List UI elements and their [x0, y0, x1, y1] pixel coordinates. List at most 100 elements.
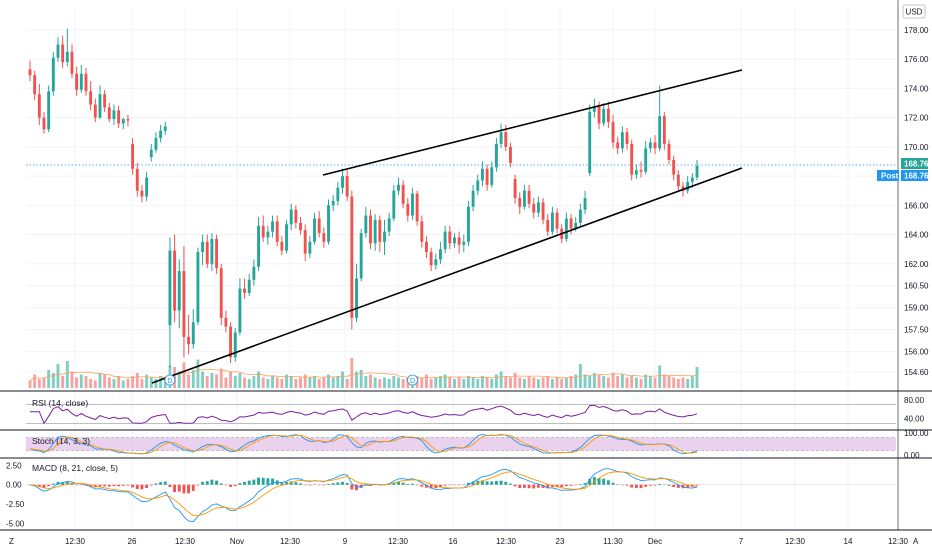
candle	[238, 278, 242, 336]
candle-body	[317, 218, 321, 234]
macd-histogram-bar	[504, 481, 508, 485]
macd-histogram-bar	[555, 484, 559, 488]
macd-histogram-bar	[457, 484, 461, 486]
rsi-line	[30, 404, 698, 425]
candle-body	[620, 132, 624, 149]
volume-bar	[695, 367, 699, 388]
volume-bar	[378, 379, 382, 388]
price-tick-label: 156.00	[904, 347, 929, 356]
candle	[355, 263, 358, 323]
macd-histogram-bar	[462, 484, 466, 486]
price-tick-label: 159.00	[904, 304, 929, 313]
candle-body	[224, 317, 228, 327]
macd-histogram-bar	[233, 484, 237, 487]
candle-body	[196, 252, 200, 323]
candle	[439, 241, 442, 264]
macd-histogram-bar	[317, 484, 321, 486]
volume-bar	[518, 377, 522, 388]
macd-histogram-bar	[415, 484, 419, 486]
candle-body	[98, 94, 102, 118]
macd-histogram-bar	[695, 484, 699, 486]
candle-body	[261, 225, 265, 238]
volume-bar	[327, 374, 330, 388]
candle-body	[47, 91, 51, 130]
macd-histogram-bar	[201, 481, 205, 485]
candle	[275, 215, 279, 247]
candle	[159, 124, 163, 143]
macd-histogram-bar	[79, 484, 83, 486]
candle	[345, 170, 349, 201]
volume-bar	[149, 377, 153, 388]
macd-histogram-bar	[56, 481, 60, 485]
volume-bar	[345, 379, 349, 388]
macd-histogram-bar	[350, 484, 354, 490]
volume-bar	[275, 377, 279, 388]
volume-bar	[243, 377, 247, 388]
candle	[93, 98, 97, 122]
stoch-tick-label: 0.00	[904, 451, 920, 460]
macd-histogram-bar	[602, 478, 606, 485]
macd-histogram-bar	[126, 484, 130, 486]
time-tick-label: 12:30	[785, 537, 806, 546]
candle	[606, 101, 610, 128]
volume-bar	[560, 379, 564, 388]
macd-histogram-bar	[308, 484, 312, 486]
macd-histogram-bar	[65, 482, 69, 485]
candle-body	[303, 230, 307, 254]
trendlines[interactable]	[151, 69, 743, 384]
candle-body	[42, 117, 46, 130]
candle-body	[168, 250, 172, 326]
candle	[453, 233, 456, 248]
candle	[602, 103, 606, 127]
volume-bar	[620, 374, 624, 388]
macd-histogram-bar	[252, 479, 256, 485]
volume-bar	[84, 376, 88, 388]
volume-bar	[257, 371, 260, 388]
volume-bar	[205, 376, 209, 388]
macd-histogram-bar	[294, 482, 298, 485]
marker-label: D	[167, 378, 172, 385]
price-tick-label: 178.00	[904, 26, 929, 35]
volume-bar	[187, 374, 191, 388]
candle	[210, 233, 214, 272]
candle-body	[555, 212, 559, 229]
candle	[480, 161, 484, 187]
macd-tick-label: 0.00	[6, 481, 22, 490]
candle	[415, 190, 419, 226]
candle	[163, 122, 167, 136]
candle	[411, 187, 414, 220]
volume-bar	[135, 373, 139, 388]
candle-body	[494, 143, 498, 168]
macd-histogram-bar	[569, 484, 573, 486]
time-tick-label: 16	[449, 537, 458, 546]
candle-body	[383, 231, 386, 242]
volume-bar	[280, 379, 284, 388]
volume-bar	[569, 376, 573, 388]
timezone-z-label[interactable]: Z	[9, 537, 14, 546]
candle	[233, 328, 237, 362]
candle-body	[79, 73, 83, 90]
macd-histogram-bar	[299, 483, 302, 485]
macd-histogram-bar	[135, 484, 139, 489]
candle-body	[532, 203, 536, 213]
candle-body	[177, 271, 181, 311]
auto-scale-label[interactable]: A	[913, 537, 919, 546]
volume-bar	[182, 362, 186, 388]
candle-body	[690, 177, 694, 182]
candle-body	[135, 168, 139, 191]
stoch-band	[26, 437, 896, 451]
macd-histogram-bar	[536, 484, 540, 488]
candle-body	[485, 168, 489, 185]
volume-bar	[653, 377, 657, 388]
macd-histogram-bar	[243, 481, 247, 485]
volume-bar	[485, 377, 489, 388]
macd-histogram-bar	[634, 484, 638, 489]
candle-body	[420, 221, 424, 242]
volume-bar	[462, 379, 466, 388]
candle	[518, 192, 522, 215]
currency-badge[interactable]: USD	[902, 4, 926, 19]
candle	[425, 236, 428, 258]
volume-bar	[672, 377, 676, 388]
